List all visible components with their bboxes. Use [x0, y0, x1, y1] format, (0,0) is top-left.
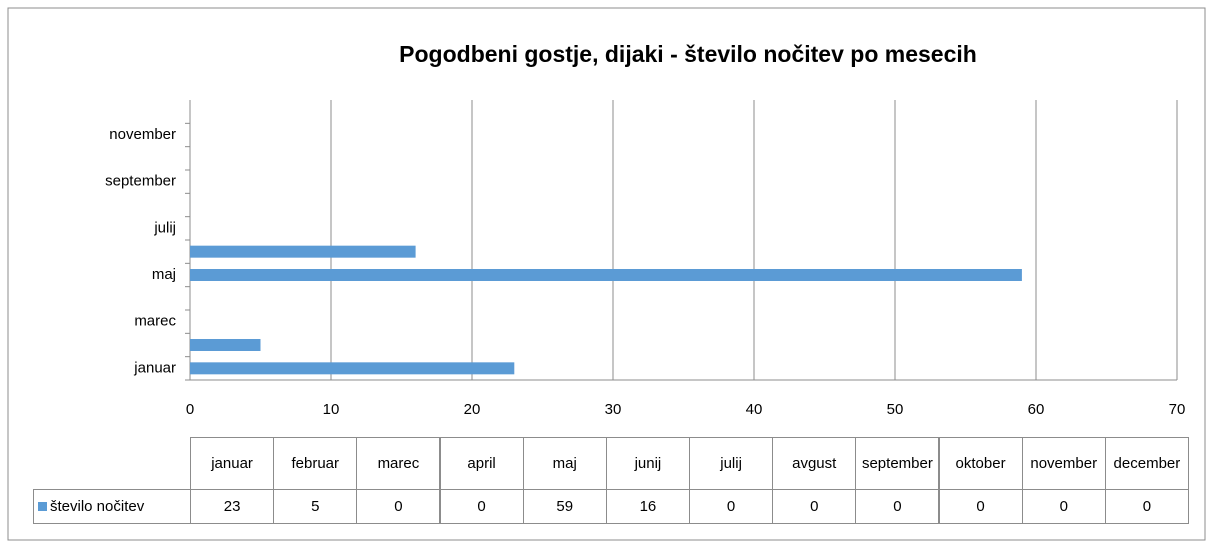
y-tick-label: marec [134, 313, 176, 330]
table-value: 0 [689, 489, 774, 524]
table-value: 16 [605, 489, 690, 524]
legend-label: število nočitev [50, 497, 145, 515]
table-header: marec [356, 437, 441, 490]
chart-title: Pogodbeni gostje, dijaki - število nočit… [399, 41, 977, 67]
y-tick-label: november [109, 126, 176, 143]
table-header: avgust [772, 437, 857, 490]
x-tick-label: 10 [323, 401, 340, 418]
table-value: 0 [938, 489, 1023, 524]
table-header: julij [689, 437, 774, 490]
y-tick-label: julij [153, 219, 176, 236]
table-header: januar [190, 437, 275, 490]
table-header: september [855, 437, 940, 490]
table-value: 0 [1104, 489, 1189, 524]
table-value: 0 [1021, 489, 1106, 524]
bar [190, 269, 1022, 281]
table-value: 0 [772, 489, 857, 524]
table-header: december [1104, 437, 1189, 490]
table-header: junij [605, 437, 690, 490]
x-tick-label: 0 [186, 401, 194, 418]
table-value: 23 [190, 489, 275, 524]
x-tick-label: 20 [464, 401, 481, 418]
table-value: 0 [439, 489, 524, 524]
table-header: november [1021, 437, 1106, 490]
table-value: 59 [522, 489, 607, 524]
x-tick-label: 30 [605, 401, 622, 418]
table-header: oktober [938, 437, 1023, 490]
table-header: maj [522, 437, 607, 490]
table-value: 5 [273, 489, 358, 524]
bar [190, 362, 515, 375]
x-tick-label: 60 [1028, 401, 1045, 418]
table-value: 0 [855, 489, 940, 524]
bar [190, 245, 416, 258]
x-tick-label: 70 [1169, 401, 1186, 418]
table-header: februar [273, 437, 358, 490]
table-legend: število nočitev [33, 489, 191, 524]
y-tick-label: januar [133, 359, 176, 376]
y-tick-label: maj [152, 266, 176, 283]
bar [190, 339, 261, 351]
table-value: 0 [356, 489, 441, 524]
x-tick-label: 40 [746, 401, 763, 418]
x-tick-label: 50 [887, 401, 904, 418]
y-tick-label: september [105, 173, 176, 190]
legend-swatch [38, 502, 47, 511]
table-header: april [439, 437, 524, 490]
